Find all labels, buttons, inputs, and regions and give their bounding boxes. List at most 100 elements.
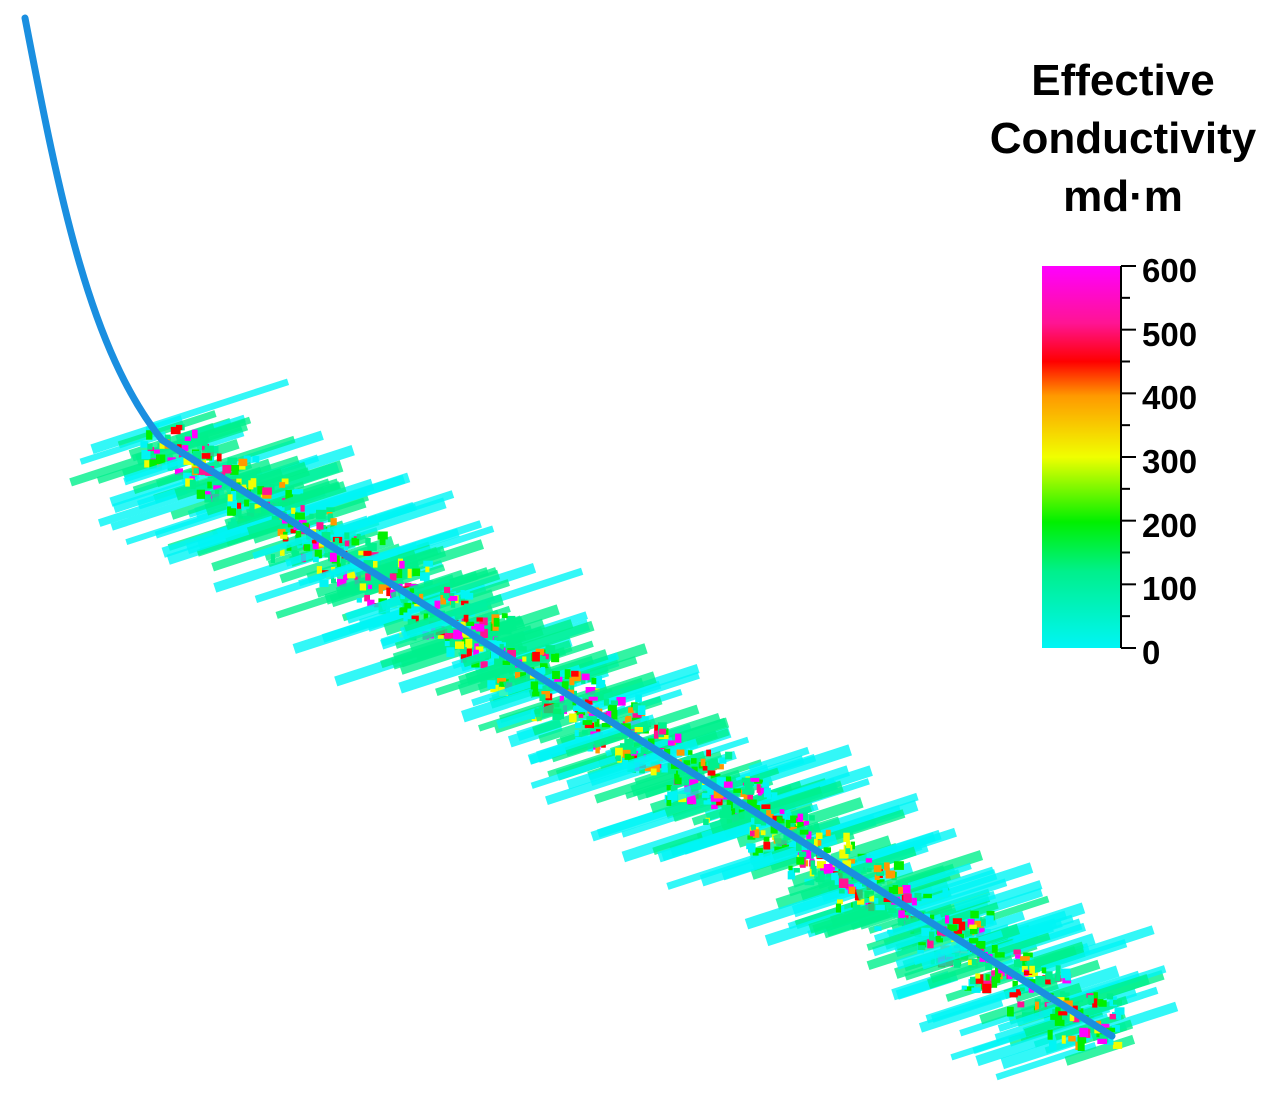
fracture-cell — [291, 507, 296, 514]
fracture-cell — [968, 959, 976, 966]
fracture-cell — [434, 600, 441, 609]
fracture-cell — [453, 629, 464, 640]
fracture-cell — [326, 509, 333, 515]
fracture-cell — [811, 838, 818, 848]
fracture-cell — [714, 762, 720, 769]
fracture-cell — [927, 939, 934, 949]
fracture-cell — [475, 646, 484, 652]
fracture-cell — [1009, 992, 1018, 998]
fracture-cell — [340, 558, 346, 568]
fracture-cell — [501, 613, 508, 619]
fracture-cell — [971, 987, 981, 993]
fracture-cell — [584, 722, 594, 729]
colorbar-tick-600: 600 — [1142, 252, 1198, 289]
fracture-cell — [788, 821, 795, 828]
fracture-cell — [182, 445, 189, 453]
legend-title: Effective Conductivity md·m — [960, 52, 1286, 226]
fracture-cell — [659, 728, 667, 735]
fracture-cell — [708, 761, 717, 771]
fracture-cell — [294, 535, 300, 542]
fracture-cell — [1023, 952, 1033, 958]
fracture-cell — [202, 440, 208, 446]
fracture-cell — [691, 758, 697, 764]
fracture-cell — [582, 730, 588, 735]
wellbore-path — [21, 14, 1116, 1040]
fracture-cell — [295, 512, 305, 520]
fracture-cell — [688, 750, 693, 755]
fracture-cell — [1055, 965, 1061, 973]
fracture-cell — [423, 613, 429, 621]
fracture-cell — [1035, 1001, 1040, 1012]
fracture-cell — [227, 506, 236, 516]
fracture-cell — [806, 831, 812, 840]
fracture-cell — [419, 593, 424, 603]
fracture-cell — [650, 764, 660, 773]
fracture-cell — [825, 829, 831, 837]
fracture-cell — [1114, 1007, 1125, 1015]
fracture-cell — [838, 888, 845, 894]
fracture-cell — [466, 648, 472, 658]
fracture-cell — [363, 560, 373, 570]
fracture-cell — [763, 787, 771, 798]
fracture-cell — [985, 960, 993, 971]
fracture-cell — [545, 645, 556, 654]
fracture-cell — [683, 760, 691, 766]
fracture-cell — [1020, 956, 1030, 961]
fracture-cell — [295, 530, 302, 538]
fracture-cell — [399, 560, 405, 569]
fracture-cell — [594, 694, 604, 700]
fracture-cell — [779, 809, 785, 815]
fracture-cell — [991, 970, 997, 976]
fracture-cell — [389, 573, 397, 581]
fracture-cell — [347, 571, 356, 579]
fracture-cell — [185, 478, 194, 487]
fracture-slab — [1024, 945, 1078, 972]
fracture-cell — [1092, 998, 1098, 1008]
fracture-cell — [1058, 1011, 1068, 1016]
fracture-cell — [559, 695, 564, 704]
fracture-cell — [569, 713, 577, 723]
fracture-slab — [380, 615, 458, 650]
fracture-cell — [515, 672, 522, 680]
fracture-cell — [487, 680, 496, 689]
fracture-cell — [1055, 1007, 1061, 1016]
fracture-cell — [785, 819, 791, 829]
fracture-cell — [495, 654, 505, 664]
fracture-cell — [1028, 972, 1038, 977]
fracture-cell — [372, 561, 378, 568]
fracture-cell — [591, 716, 597, 722]
fracture-cell — [654, 724, 660, 732]
fracture-cell — [249, 503, 259, 513]
fracture-cell — [1077, 1041, 1085, 1051]
fracture-cell — [1104, 1038, 1114, 1045]
fracture-cell — [703, 798, 712, 805]
fracture-cell — [420, 572, 430, 581]
fracture-cell — [820, 865, 827, 875]
fracture-slab — [913, 930, 1004, 966]
fracture-cell — [386, 587, 391, 597]
fracture-cell — [290, 528, 297, 534]
fracture-cell — [1116, 1014, 1122, 1020]
fracture-cell — [244, 499, 250, 507]
fracture-cell — [670, 785, 678, 793]
fracture-cell — [839, 849, 849, 859]
fracture-cell — [788, 867, 794, 876]
fracture-cell — [192, 450, 201, 461]
fracture-cell — [164, 434, 171, 444]
fracture-cell — [875, 904, 885, 911]
fracture-cell — [378, 584, 383, 594]
fracture-cell — [213, 485, 222, 490]
fracture-cell — [490, 649, 499, 659]
fracture-cell — [945, 915, 950, 924]
fracture-cell — [835, 903, 842, 913]
fracture-cell — [542, 652, 549, 660]
fracture-cell — [222, 465, 232, 474]
fracture-cell — [252, 456, 260, 463]
fracture-cell — [936, 938, 943, 943]
fracture-cell — [237, 463, 246, 470]
fracture-cell — [586, 716, 594, 722]
fracture-cell — [404, 602, 412, 609]
fracture-cell — [423, 560, 433, 567]
fracture-cell — [216, 453, 222, 462]
fracture-slab — [530, 737, 674, 789]
